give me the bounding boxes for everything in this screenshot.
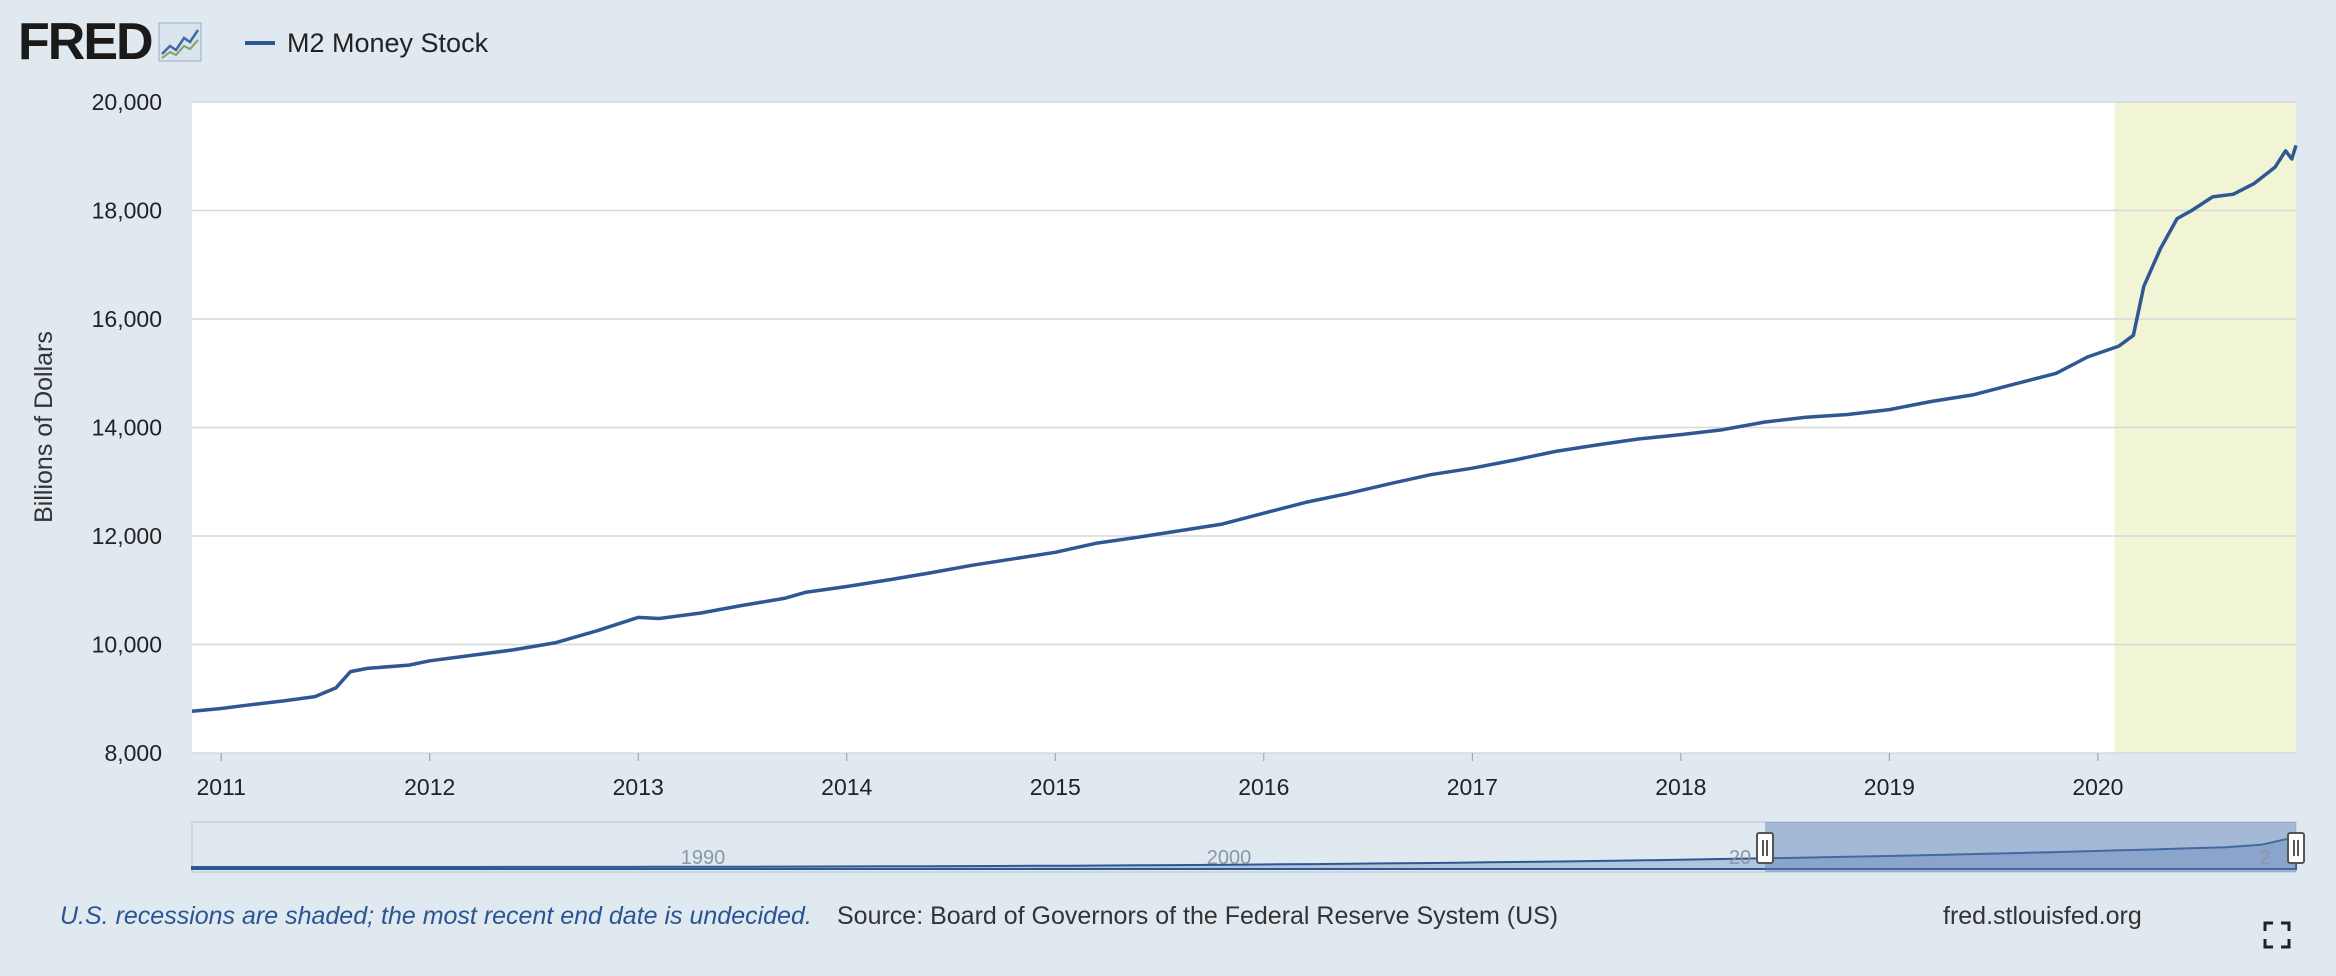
source-note: Source: Board of Governors of the Federa… [837, 902, 1559, 930]
x-tick-label: 2014 [821, 774, 872, 800]
x-tick-label: 2020 [2072, 774, 2123, 800]
navigator-right-handle[interactable] [2287, 832, 2305, 864]
logo-text: FRED [18, 13, 154, 71]
legend[interactable]: M2 Money Stock [245, 24, 488, 62]
series-line-m2-money-stock[interactable] [191, 144, 2298, 713]
fred-logo[interactable]: FRED [18, 13, 202, 71]
x-tick-label: 2016 [1238, 774, 1289, 800]
navigator-selected-range[interactable] [1765, 822, 2296, 872]
site-link[interactable]: fred.stlouisfed.org [1943, 902, 2142, 930]
navigator-label-2010: 20 [1729, 847, 1751, 869]
y-tick-label: 12,000 [92, 523, 162, 549]
range-navigator[interactable]: 1990 2000 20 2 [191, 821, 2305, 873]
navigator-label-1990: 1990 [681, 847, 726, 869]
y-tick-label: 10,000 [92, 632, 162, 658]
recession-note: U.S. recessions are shaded; the most rec… [60, 902, 812, 930]
fullscreen-icon[interactable] [2262, 920, 2292, 950]
y-tick-label: 8,000 [104, 740, 162, 766]
y-tick-label: 18,000 [92, 198, 162, 224]
legend-line-swatch [245, 41, 275, 45]
x-tick-label: 2012 [404, 774, 455, 800]
x-tick-label: 2019 [1864, 774, 1915, 800]
navigator-label-2000: 2000 [1207, 847, 1252, 869]
y-tick-label: 14,000 [92, 415, 162, 441]
x-tick-label: 2011 [196, 774, 245, 800]
trend-chart-icon [158, 22, 202, 62]
navigator-label-2020: 2 [2259, 847, 2270, 869]
x-tick-label: 2017 [1447, 774, 1498, 800]
y-tick-label: 16,000 [92, 306, 162, 332]
legend-label: M2 Money Stock [287, 27, 489, 58]
x-tick-label: 2015 [1030, 774, 1081, 800]
x-tick-label: 2013 [613, 774, 664, 800]
x-tick-label: 2018 [1655, 774, 1706, 800]
y-tick-label: 20,000 [92, 89, 162, 115]
y-axis-label: Billions of Dollars [30, 331, 58, 523]
navigator-left-handle[interactable] [1756, 832, 1774, 864]
